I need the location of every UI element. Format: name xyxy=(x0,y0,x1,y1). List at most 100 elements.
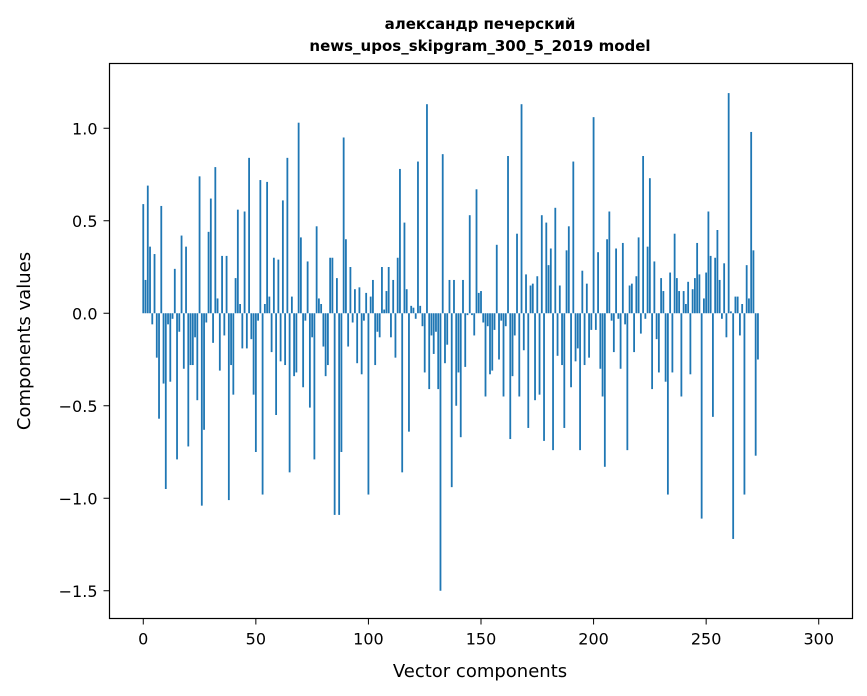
bar-87 xyxy=(338,313,341,515)
bar-71 xyxy=(302,313,305,388)
bar-88 xyxy=(340,313,343,452)
bar-16 xyxy=(178,313,181,332)
bar-158 xyxy=(498,313,500,360)
bar-92 xyxy=(349,267,352,314)
bar-204 xyxy=(601,313,604,397)
bar-202 xyxy=(597,252,599,314)
bar-133 xyxy=(441,154,444,314)
bar-81 xyxy=(324,313,327,377)
bar-98 xyxy=(363,313,365,321)
bar-193 xyxy=(576,313,579,349)
bar-223 xyxy=(644,313,647,319)
bar-110 xyxy=(390,313,392,338)
bar-54 xyxy=(263,304,266,314)
bar-30 xyxy=(209,198,212,314)
bar-42 xyxy=(236,209,239,314)
bar-21 xyxy=(189,313,192,366)
bar-191 xyxy=(572,161,575,314)
bar-61 xyxy=(279,313,282,362)
bar-147 xyxy=(473,313,476,336)
bar-266 xyxy=(741,304,744,314)
bar-150 xyxy=(480,291,482,314)
bar-247 xyxy=(698,274,701,314)
bar-187 xyxy=(563,313,566,428)
bar-25 xyxy=(198,176,201,314)
bar-107 xyxy=(383,309,386,314)
bar-29 xyxy=(207,231,210,314)
bar-2 xyxy=(146,185,149,314)
bar-271 xyxy=(752,250,755,314)
bar-119 xyxy=(410,305,413,314)
bar-116 xyxy=(403,222,406,314)
bar-66 xyxy=(290,296,293,314)
bar-182 xyxy=(552,313,554,451)
bar-62 xyxy=(281,200,284,314)
x-tick-label-150: 150 xyxy=(466,630,497,649)
bar-86 xyxy=(336,278,338,314)
bar-74 xyxy=(308,313,311,408)
bar-27 xyxy=(203,313,205,430)
bar-96 xyxy=(358,287,361,314)
x-tick-label-200: 200 xyxy=(578,630,609,649)
bar-243 xyxy=(689,313,692,375)
bar-227 xyxy=(653,261,656,314)
bar-14 xyxy=(173,268,176,314)
bar-208 xyxy=(610,313,613,321)
bar-100 xyxy=(367,313,370,495)
bar-11 xyxy=(167,313,169,325)
bar-214 xyxy=(624,313,626,325)
bar-8 xyxy=(160,205,163,314)
bar-268 xyxy=(745,265,748,314)
bar-28 xyxy=(205,313,208,323)
bar-139 xyxy=(455,313,458,406)
bar-188 xyxy=(565,250,568,314)
bar-155 xyxy=(491,313,494,371)
y-tick-label-3: 0.0 xyxy=(72,304,97,323)
bar-201 xyxy=(594,313,597,330)
bar-57 xyxy=(270,313,273,353)
bar-69 xyxy=(297,122,300,314)
bar-185 xyxy=(558,285,561,314)
bar-83 xyxy=(329,257,332,314)
bar-261 xyxy=(730,311,732,314)
bar-200 xyxy=(592,117,595,314)
bar-219 xyxy=(635,276,638,314)
bar-109 xyxy=(387,267,390,314)
bar-213 xyxy=(621,242,624,314)
bar-24 xyxy=(196,313,199,401)
bar-167 xyxy=(518,313,521,397)
bar-146 xyxy=(471,313,473,316)
bar-46 xyxy=(245,313,248,349)
bar-38 xyxy=(227,313,230,501)
bar-144 xyxy=(466,313,469,316)
bar-229 xyxy=(657,313,660,373)
bar-135 xyxy=(446,313,449,345)
bar-177 xyxy=(540,215,543,314)
bar-183 xyxy=(554,207,557,314)
bar-75 xyxy=(311,313,314,338)
bar-203 xyxy=(599,313,602,369)
bar-242 xyxy=(687,281,690,314)
bar-253 xyxy=(712,313,714,417)
bar-104 xyxy=(376,313,379,332)
bar-40 xyxy=(232,313,235,395)
bar-211 xyxy=(617,313,620,319)
bar-249 xyxy=(703,298,705,314)
bar-112 xyxy=(394,313,397,358)
bar-120 xyxy=(412,307,415,314)
bar-216 xyxy=(628,285,631,314)
bar-35 xyxy=(221,255,223,314)
bar-67 xyxy=(293,313,296,377)
bar-176 xyxy=(538,313,541,395)
bar-273 xyxy=(757,313,759,360)
bar-10 xyxy=(164,313,167,489)
bar-45 xyxy=(243,211,246,314)
bar-166 xyxy=(516,233,518,314)
bar-240 xyxy=(682,291,685,314)
bar-82 xyxy=(327,313,329,366)
bar-210 xyxy=(615,248,617,314)
bar-105 xyxy=(378,313,381,338)
bar-136 xyxy=(448,279,451,314)
bar-207 xyxy=(608,211,611,314)
bar-184 xyxy=(556,313,559,356)
